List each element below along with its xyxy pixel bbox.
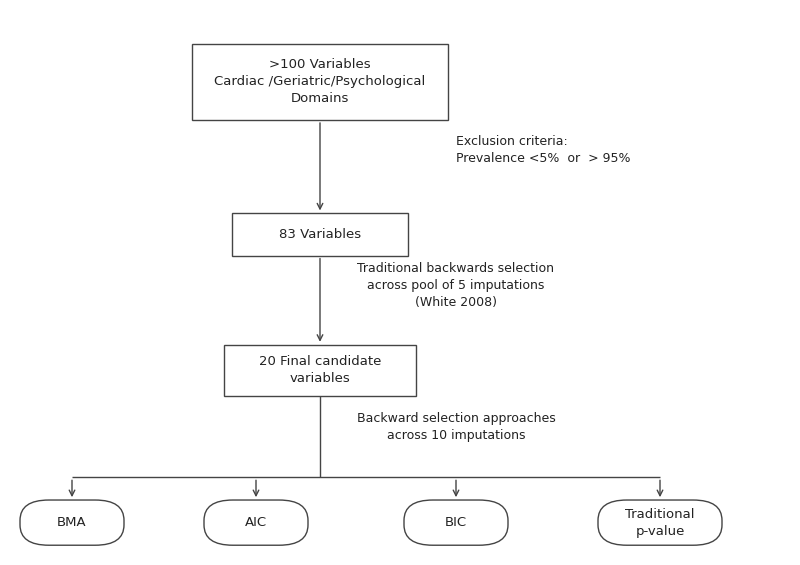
- Text: BIC: BIC: [445, 516, 467, 529]
- FancyBboxPatch shape: [404, 500, 508, 545]
- FancyBboxPatch shape: [224, 345, 416, 395]
- Text: AIC: AIC: [245, 516, 267, 529]
- FancyBboxPatch shape: [20, 500, 124, 545]
- FancyBboxPatch shape: [598, 500, 722, 545]
- FancyBboxPatch shape: [192, 44, 448, 120]
- Text: 20 Final candidate
variables: 20 Final candidate variables: [259, 355, 381, 385]
- FancyBboxPatch shape: [204, 500, 308, 545]
- Text: Backward selection approaches
across 10 imputations: Backward selection approaches across 10 …: [357, 411, 555, 442]
- Text: Traditional
p-value: Traditional p-value: [626, 507, 694, 538]
- FancyBboxPatch shape: [232, 214, 408, 255]
- Text: Traditional backwards selection
across pool of 5 imputations
(White 2008): Traditional backwards selection across p…: [358, 262, 554, 309]
- Text: Exclusion criteria:
Prevalence <5%  or  > 95%: Exclusion criteria: Prevalence <5% or > …: [456, 134, 630, 165]
- Text: BMA: BMA: [57, 516, 87, 529]
- Text: 83 Variables: 83 Variables: [279, 228, 361, 241]
- Text: >100 Variables
Cardiac /Geriatric/Psychological
Domains: >100 Variables Cardiac /Geriatric/Psycho…: [214, 58, 426, 106]
